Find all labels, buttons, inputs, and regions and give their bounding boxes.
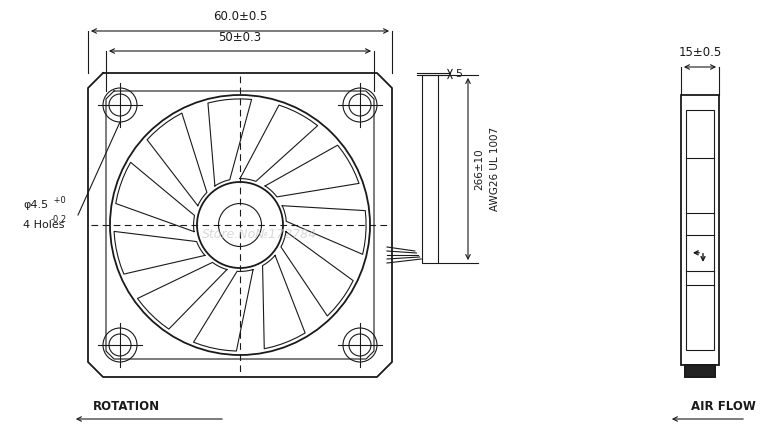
Text: 60.0±0.5: 60.0±0.5: [213, 10, 267, 23]
Bar: [681, 95, 719, 365]
Text: 266±10: 266±10: [474, 148, 484, 190]
Text: φ4.5: φ4.5: [23, 200, 48, 210]
Text: AIR FLOW: AIR FLOW: [691, 400, 756, 413]
Text: AWG26 UL 1007: AWG26 UL 1007: [490, 127, 500, 211]
Text: +0: +0: [51, 196, 66, 205]
Text: 5: 5: [455, 69, 462, 79]
Text: -0.2: -0.2: [51, 215, 67, 224]
Text: 15±0.5: 15±0.5: [679, 46, 722, 59]
Text: ROTATION: ROTATION: [93, 400, 160, 413]
Text: 4 Holes: 4 Holes: [23, 220, 64, 230]
Bar: [422, 75, 438, 263]
Bar: [685, 365, 715, 377]
Text: 50±0.3: 50±0.3: [218, 31, 261, 44]
Bar: [685, 365, 715, 377]
Text: Store.No№172784: Store.No№172784: [202, 229, 318, 241]
Bar: [686, 110, 714, 350]
